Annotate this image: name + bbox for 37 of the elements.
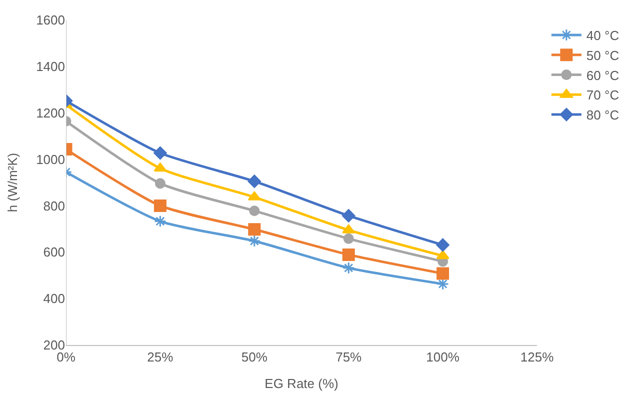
point bbox=[248, 234, 261, 248]
point bbox=[436, 250, 450, 260]
x-tick-label: 75% bbox=[336, 350, 362, 365]
point bbox=[248, 191, 261, 200]
point bbox=[154, 178, 166, 189]
x-tick-label: 125% bbox=[520, 350, 554, 365]
point bbox=[343, 233, 354, 244]
legend-label: 80 °C bbox=[586, 108, 620, 123]
legend-label: 50 °C bbox=[586, 48, 620, 63]
y-tick-label: 1400 bbox=[36, 58, 65, 74]
y-tick-label: 400 bbox=[43, 291, 65, 306]
point bbox=[154, 146, 167, 160]
point bbox=[249, 206, 260, 216]
point bbox=[342, 248, 355, 261]
legend-label: 40 °C bbox=[586, 28, 620, 44]
x-tick-label: 50% bbox=[241, 350, 268, 365]
x-axis-title: EG Rate (%) bbox=[264, 376, 338, 392]
y-tick-label: 1200 bbox=[36, 105, 65, 120]
y-axis-title: h (W/m²K) bbox=[5, 152, 20, 212]
y-tick-label: 800 bbox=[43, 198, 65, 214]
x-tick-label: 100% bbox=[426, 350, 460, 365]
legend-label: 60 °C bbox=[586, 68, 620, 83]
y-tick-label: 1600 bbox=[36, 12, 65, 28]
point bbox=[342, 224, 356, 234]
point bbox=[154, 162, 167, 172]
point bbox=[342, 262, 355, 274]
x-tick-label: 25% bbox=[147, 350, 174, 365]
point bbox=[248, 223, 261, 236]
point bbox=[248, 174, 261, 188]
point bbox=[342, 209, 356, 222]
point bbox=[436, 267, 450, 280]
point bbox=[154, 199, 166, 212]
legend-label: 70 °C bbox=[586, 88, 620, 103]
y-tick-label: 600 bbox=[43, 244, 65, 260]
point bbox=[154, 215, 166, 228]
y-tick-label: 1000 bbox=[36, 152, 65, 167]
point bbox=[436, 238, 450, 252]
